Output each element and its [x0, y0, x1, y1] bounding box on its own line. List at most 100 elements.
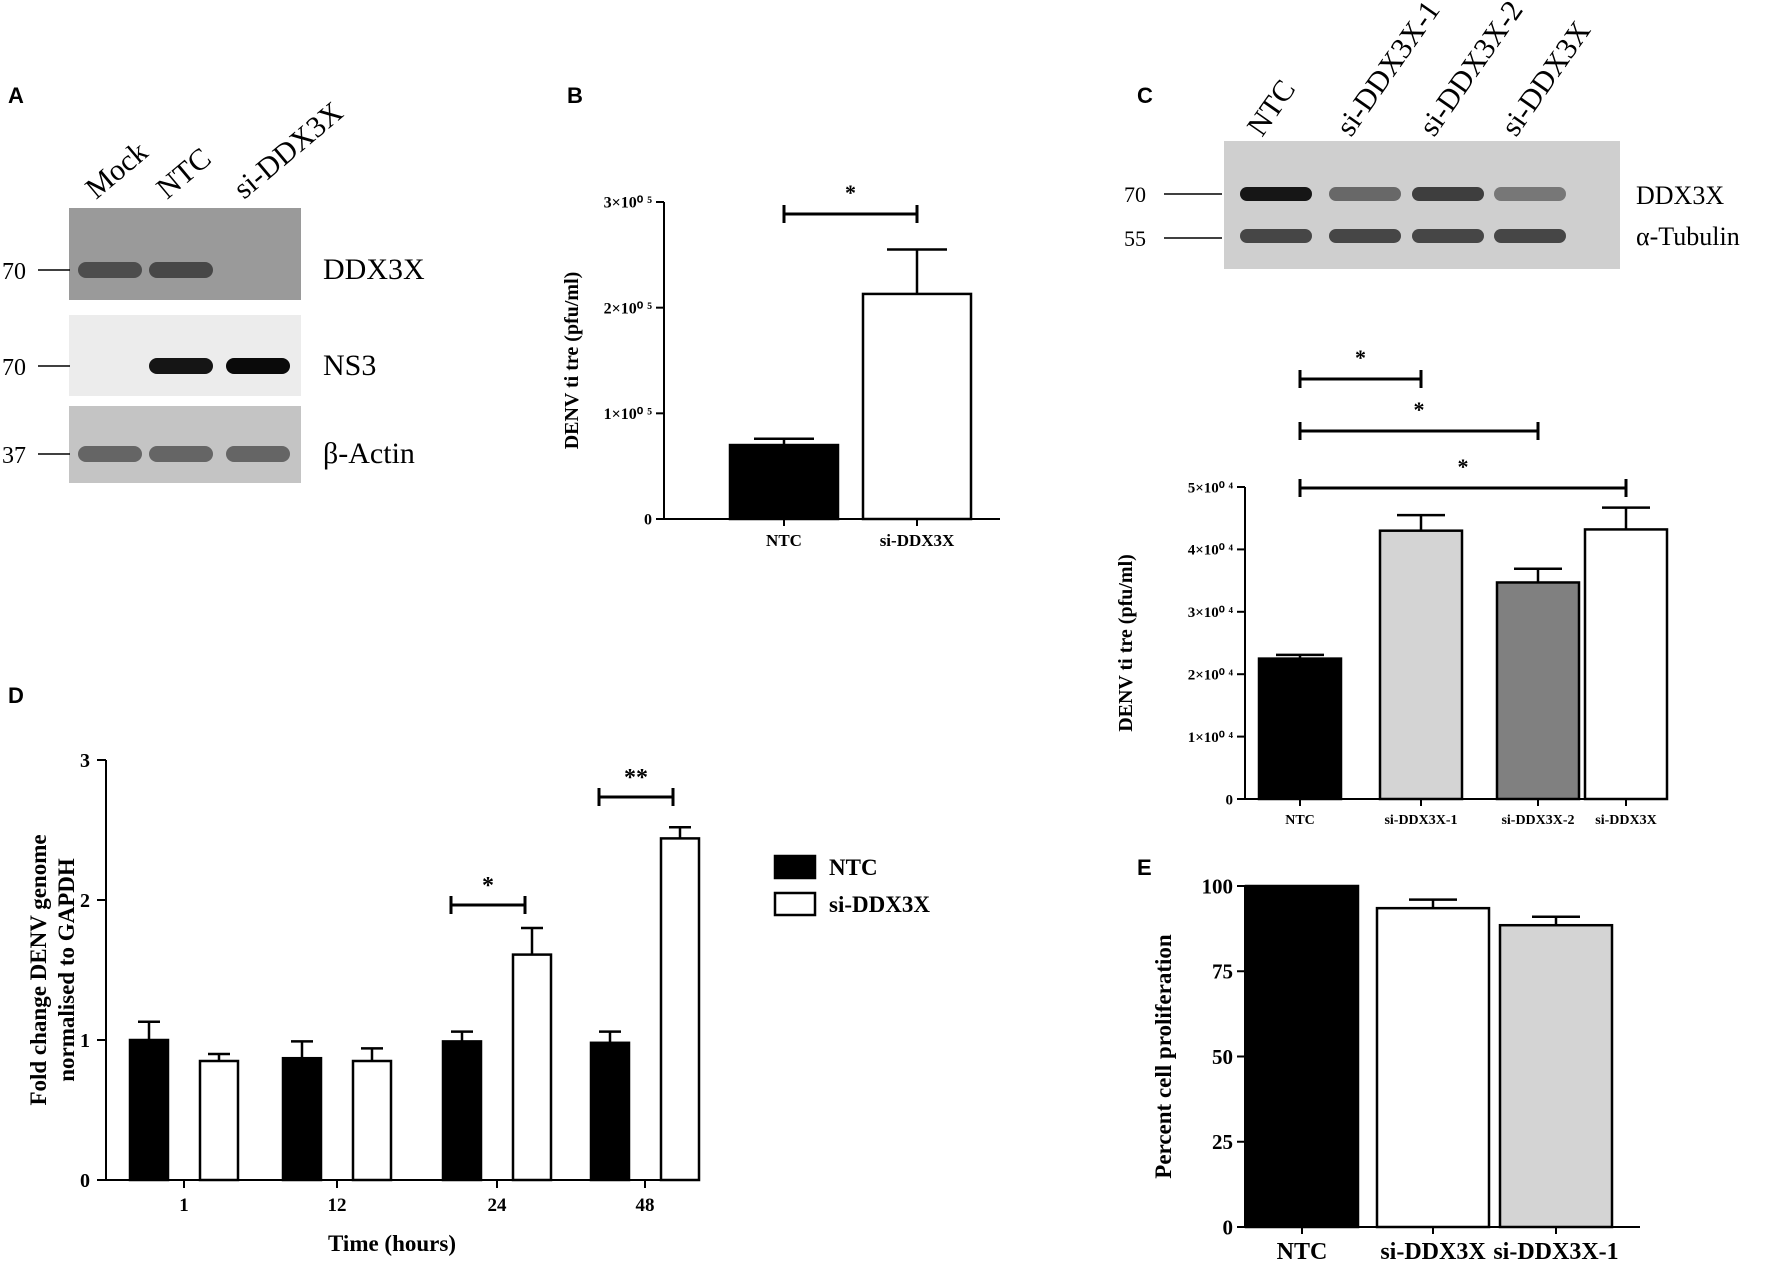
blot-band: [1329, 187, 1401, 201]
x-axis-label: Time (hours): [328, 1231, 456, 1256]
y-tick-label: 25: [1212, 1130, 1233, 1154]
significance-label: *: [1414, 397, 1425, 422]
x-tick-label: si-DDX3X: [880, 531, 955, 550]
bar: [1257, 657, 1343, 801]
bar: [441, 1040, 483, 1182]
bar: [281, 1056, 323, 1182]
panel-letter-d: D: [8, 683, 24, 708]
y-tick-label: 2: [80, 890, 90, 912]
y-tick-label: 1: [80, 1030, 90, 1052]
x-tick-label: 24: [488, 1195, 508, 1216]
lane-label: si-DDX3X: [227, 95, 349, 205]
x-tick-label: 48: [636, 1195, 655, 1216]
x-tick-label: 1: [179, 1195, 189, 1216]
marker-label: 70: [2, 259, 26, 285]
marker-label: 70: [2, 355, 26, 381]
significance-label: *: [845, 180, 856, 205]
y-tick-label: 3: [80, 750, 90, 772]
blot-row-label: DDX3X: [1636, 181, 1724, 210]
blot-band: [149, 358, 213, 374]
bar: [1495, 581, 1581, 801]
blot-strip: [69, 315, 301, 396]
blot-band: [226, 358, 290, 374]
bar: [198, 1059, 240, 1182]
y-tick-label: 2×10⁰ ⁵: [604, 300, 653, 317]
bar: [1583, 528, 1669, 801]
bar: [861, 292, 973, 521]
bar: [589, 1041, 631, 1182]
blot-row-label: α-Tubulin: [1636, 222, 1740, 251]
y-axis-label: normalised to GAPDH: [54, 858, 79, 1082]
bar: [1244, 884, 1360, 1229]
blot-strip: [69, 208, 301, 300]
blot-band: [78, 262, 142, 278]
panel-letter-c: C: [1137, 83, 1153, 108]
y-tick-label: 3×10⁰ ⁴: [1188, 605, 1234, 621]
x-tick-label: NTC: [766, 531, 802, 550]
x-tick-label: si-DDX3X-2: [1501, 813, 1574, 828]
y-tick-label: 4×10⁰ ⁴: [1188, 543, 1234, 559]
lane-label: NTC: [150, 142, 217, 206]
blot-row-label: DDX3X: [323, 253, 425, 286]
significance-label: *: [482, 873, 494, 899]
y-axis-label: DENV ti tre (pfu/ml): [1115, 554, 1137, 732]
y-tick-label: 0: [1223, 1215, 1234, 1239]
chart-e: 0 25 50 75 100 NTC si-DDX3X si-DDX3X-1 Percent c…: [1151, 874, 1640, 1265]
y-tick-label: 1×10⁰ ⁴: [1188, 730, 1234, 746]
blot-strip: [69, 406, 301, 483]
chart-c: 0 1×10⁰ ⁴ 2×10⁰ ⁴ 3×10⁰ ⁴ 4×10⁰ ⁴ 5×10⁰ ⁴ NTC s…: [1115, 345, 1669, 828]
blot-band: [1329, 229, 1401, 243]
x-tick-label: NTC: [1285, 813, 1315, 828]
y-tick-label: 0: [644, 512, 652, 529]
bar: [1498, 923, 1614, 1229]
x-tick-label: si-DDX3X: [1380, 1239, 1486, 1265]
marker-label: 70: [1124, 182, 1146, 207]
bar: [1375, 906, 1491, 1229]
bar: [1378, 529, 1464, 801]
legend-swatch: [773, 854, 817, 880]
blot-row-label: β-Actin: [323, 437, 415, 470]
x-tick-label: 12: [328, 1195, 347, 1216]
legend-swatch: [773, 891, 817, 917]
x-tick-label: NTC: [1277, 1239, 1328, 1265]
chart-b: 0 1×10⁰ ⁵ 2×10⁰ ⁵ 3×10⁰ ⁵ NTC si-DDX3X DENV ti…: [561, 180, 1000, 550]
panel-letter-b: B: [567, 83, 583, 108]
x-tick-label: si-DDX3X: [1595, 813, 1656, 828]
y-tick-label: 3×10⁰ ⁵: [604, 195, 653, 212]
blot-band: [1412, 187, 1484, 201]
lane-label: NTC: [1241, 74, 1302, 142]
y-axis-label: Percent cell proliferation: [1151, 934, 1176, 1179]
x-tick-label: si-DDX3X-1: [1384, 813, 1457, 828]
panel-letter-e: E: [1137, 855, 1152, 880]
blot-band: [149, 262, 213, 278]
lane-label: Mock: [79, 135, 154, 205]
bar: [128, 1038, 170, 1182]
significance-label: *: [1355, 345, 1366, 370]
y-tick-label: 0: [1226, 792, 1234, 808]
y-tick-label: 100: [1202, 874, 1234, 898]
blot-band: [1412, 229, 1484, 243]
marker-label: 55: [1124, 226, 1146, 251]
blot-strip: [1224, 141, 1620, 269]
significance-label: **: [624, 765, 648, 791]
y-axis-label: DENV ti tre (pfu/ml): [561, 272, 583, 450]
blot-band: [1494, 187, 1566, 201]
panel-letter-a: A: [8, 83, 24, 108]
legend-label: si-DDX3X: [829, 892, 930, 917]
significance-label: *: [1458, 454, 1469, 479]
y-tick-label: 75: [1212, 960, 1233, 984]
y-axis-label: Fold change DENV genome: [26, 834, 51, 1105]
blot-band: [1240, 187, 1312, 201]
blot-row-label: NS3: [323, 349, 376, 382]
bar: [659, 837, 701, 1182]
blot-band: [1240, 229, 1312, 243]
x-tick-label: si-DDX3X-1: [1493, 1239, 1618, 1265]
blot-band: [226, 446, 290, 462]
y-tick-label: 50: [1212, 1045, 1233, 1069]
y-tick-label: 2×10⁰ ⁴: [1188, 667, 1234, 683]
marker-label: 37: [2, 443, 26, 469]
blot-band: [78, 446, 142, 462]
y-tick-label: 0: [80, 1170, 90, 1192]
